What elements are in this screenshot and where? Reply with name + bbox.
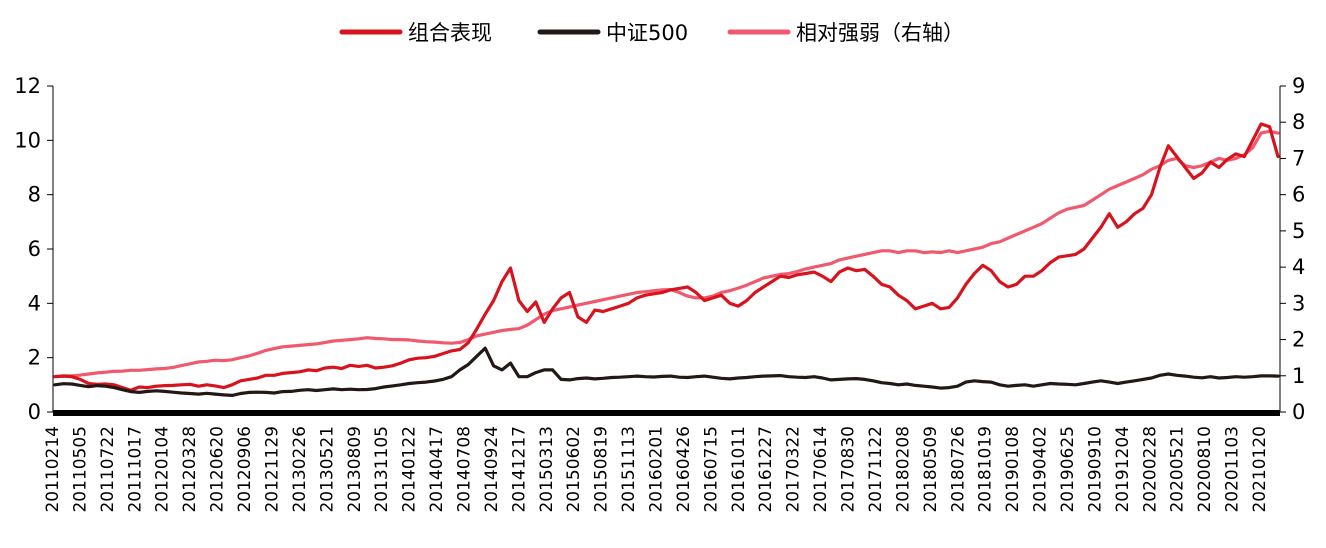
x-tick-label: 20130809 (345, 426, 365, 513)
x-tick-label: 20121129 (263, 426, 283, 513)
x-tick-label: 20120104 (153, 426, 173, 513)
y-left-tick-label: 2 (28, 346, 41, 370)
x-tick-label: 20110214 (43, 426, 63, 513)
x-tick-label: 20190402 (1031, 426, 1051, 513)
x-tick-label: 20150313 (537, 426, 557, 513)
y-left-tick-label: 4 (28, 291, 41, 315)
x-tick-label: 20160201 (647, 426, 667, 513)
legend-label: 相对强弱（右轴） (796, 21, 964, 45)
y-right-tick-label: 0 (1292, 400, 1305, 424)
x-tick-label: 20120906 (235, 426, 255, 513)
x-tick-label: 20151113 (619, 426, 639, 513)
x-tick-label: 20180726 (948, 426, 968, 513)
x-tick-label: 20180208 (893, 426, 913, 513)
y-right-tick-label: 2 (1292, 328, 1305, 352)
x-tick-label: 20161011 (729, 426, 749, 513)
y-right-tick-label: 3 (1292, 291, 1305, 315)
series-line (53, 346, 1280, 397)
x-tick-label: 20130521 (317, 426, 337, 513)
x-tick-label: 20130226 (290, 426, 310, 513)
x-tick-label: 20150819 (592, 426, 612, 513)
x-tick-label: 20201103 (1223, 426, 1243, 513)
series-group (53, 122, 1280, 397)
x-tick-label: 20171122 (866, 426, 886, 513)
y-right-tick-label: 5 (1292, 219, 1305, 243)
x-tick-label: 20190910 (1085, 426, 1105, 513)
x-tick-label: 20111017 (125, 426, 145, 513)
x-tick-label: 20200228 (1140, 426, 1160, 513)
x-tick-label: 20120328 (180, 426, 200, 513)
x-tick-label: 20161227 (756, 426, 776, 513)
y-right-tick-label: 4 (1292, 255, 1305, 279)
x-tick-label: 20191204 (1113, 426, 1133, 513)
x-tick-label: 20140122 (400, 426, 420, 513)
x-tick-label: 20200521 (1168, 426, 1188, 513)
y-left-tick-label: 10 (14, 128, 41, 152)
x-tick-label: 20170322 (784, 426, 804, 513)
x-tick-label: 20110722 (98, 426, 118, 513)
x-tick-label: 20110505 (70, 426, 90, 513)
x-tick-label: 20170830 (839, 426, 859, 513)
x-tick-label: 20170614 (811, 426, 831, 513)
x-tick-label: 20190108 (1003, 426, 1023, 513)
x-tick-label: 20180509 (921, 426, 941, 513)
legend: 组合表现 中证500 相对强弱（右轴） (339, 21, 964, 45)
series-line (53, 129, 1280, 379)
x-tick-label: 20160426 (674, 426, 694, 513)
series-line (53, 122, 1280, 392)
x-tick-label: 20140417 (427, 426, 447, 513)
x-axis-line (53, 410, 1280, 416)
y-left-tick-label: 12 (14, 74, 41, 98)
x-tick-label: 20150602 (564, 426, 584, 513)
x-axis-ticks: 20110214 20110505 20110722 20111017 20120104… (43, 426, 1270, 513)
y-right-tick-label: 1 (1292, 364, 1305, 388)
x-tick-label: 20200810 (1195, 426, 1215, 513)
x-tick-label: 20190625 (1058, 426, 1078, 513)
y-right-tick-label: 8 (1292, 110, 1305, 134)
y-right-tick-label: 9 (1292, 74, 1305, 98)
legend-label: 中证500 (606, 21, 688, 45)
x-tick-label: 20131105 (372, 426, 392, 513)
y-right-tick-label: 6 (1292, 183, 1305, 207)
x-tick-label: 20181019 (976, 426, 996, 513)
y-left-tick-label: 8 (28, 183, 41, 207)
x-tick-label: 20141217 (509, 426, 529, 513)
x-tick-label: 20210120 (1250, 426, 1270, 513)
y-right-tick-label: 7 (1292, 146, 1305, 170)
x-tick-label: 20140924 (482, 426, 502, 513)
legend-label: 组合表现 (408, 21, 492, 45)
x-tick-label: 20160715 (701, 426, 721, 513)
y-left-tick-label: 0 (28, 400, 41, 424)
y-left-tick-label: 6 (28, 237, 41, 261)
x-tick-label: 20140708 (455, 426, 475, 513)
x-tick-label: 20120620 (208, 426, 228, 513)
